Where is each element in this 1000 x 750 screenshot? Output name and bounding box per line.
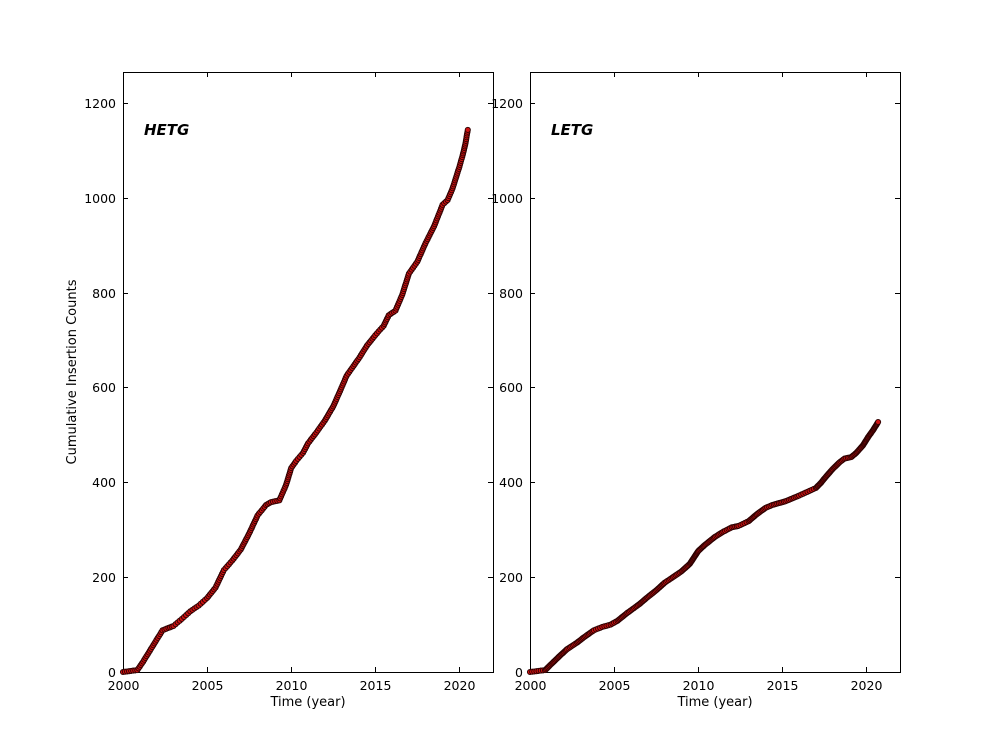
x-tick-label: 2020 [444,678,476,693]
x-tick-label: 2005 [599,678,631,693]
axes-frame [530,72,901,673]
y-tick-label: 800 [499,286,523,301]
y-axis-label: Cumulative Insertion Counts [65,279,80,464]
y-tick-label: 200 [499,570,523,585]
letg-panel: 2000 2005 2010 2015 2020 0 200 400 600 800 1000 120… [491,72,901,710]
x-tick-label: 2005 [192,678,224,693]
y-tick-label: 400 [92,475,116,490]
scatter-series-hetg [119,126,471,676]
x-tick-label: 2010 [683,678,715,693]
data-point [875,418,882,426]
x-tick-label: 2000 [515,678,547,693]
y-tick-label: 800 [92,286,116,301]
hetg-panel: 2000 2005 2010 2015 2020 0 200 400 600 800 1000 120… [65,72,494,710]
panel-annotation: LETG [551,121,593,139]
x-axis-label: Time (year) [676,695,752,710]
y-tick-label: 1200 [84,96,116,111]
y-tick-label: 600 [499,380,523,395]
scatter-series-letg [526,418,882,676]
y-tick-label: 200 [92,570,116,585]
y-tick-label: 400 [499,475,523,490]
x-tick-label: 2010 [276,678,308,693]
data-point [464,126,471,133]
x-tick-label: 2015 [767,678,799,693]
y-tick-label: 1000 [491,191,523,206]
panel-annotation: HETG [144,121,189,139]
y-tick-label: 1200 [491,96,523,111]
axes-frame [123,72,494,673]
x-tick-label: 2000 [108,678,140,693]
y-tick-label: 600 [92,380,116,395]
y-tick-label: 0 [108,665,116,680]
y-tick-label: 0 [515,665,523,680]
x-tick-label: 2015 [360,678,392,693]
y-tick-label: 1000 [84,191,116,206]
x-axis-label: Time (year) [269,695,345,710]
x-tick-label: 2020 [851,678,883,693]
